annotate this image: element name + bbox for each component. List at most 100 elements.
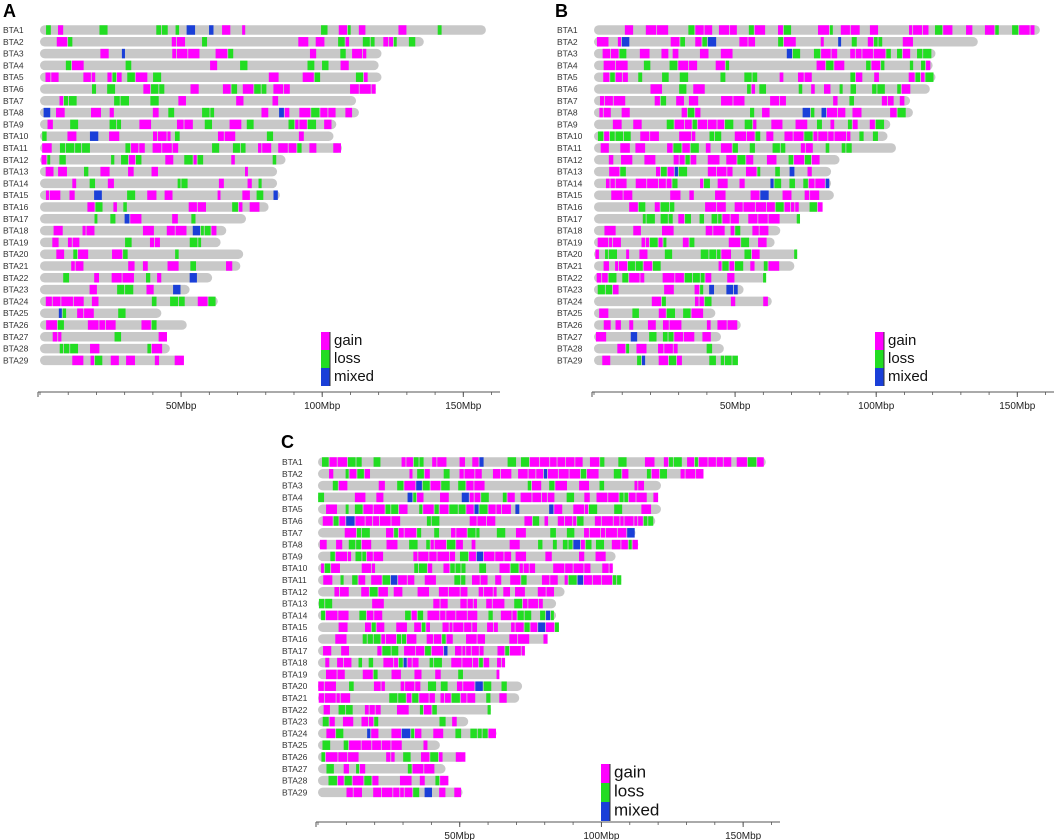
cnv-region-gain <box>821 48 831 59</box>
cnv-region-gain <box>424 575 436 585</box>
cnv-region-gain <box>855 48 862 59</box>
cnv-region-gain <box>609 166 620 177</box>
cnv-region-loss <box>318 492 325 503</box>
chromosome-row-bta27: BTA27 <box>557 332 721 342</box>
cnv-region-gain <box>658 308 666 318</box>
cnv-region-loss <box>345 469 349 479</box>
cnv-region-gain <box>603 60 616 71</box>
cnv-region-gain <box>673 155 679 165</box>
cnv-region-gain <box>320 107 328 118</box>
cnv-region-gain <box>647 178 659 189</box>
cnv-region-loss <box>595 539 605 550</box>
chromosome-row-bta16: BTA16 <box>3 202 269 212</box>
cnv-region-gain <box>830 119 835 130</box>
cnv-region-gain <box>615 320 621 330</box>
chromosome-row-bta17: BTA17 <box>3 214 247 224</box>
cnv-region-loss <box>385 504 391 514</box>
cnv-region-loss <box>668 332 674 342</box>
cnv-region-gain <box>654 202 660 212</box>
cnv-region-gain <box>433 598 440 609</box>
cnv-region-gain <box>615 261 619 271</box>
cnv-region-gain <box>122 273 134 283</box>
cnv-region-gain <box>736 457 747 467</box>
cnv-region-gain <box>328 107 336 118</box>
cnv-region-gain <box>325 669 337 680</box>
cnv-region-loss <box>507 457 517 467</box>
cnv-region-gain <box>643 261 653 271</box>
chromosome-row-bta20: BTA20 <box>282 681 523 691</box>
cnv-region-loss <box>355 72 364 82</box>
cnv-region-gain <box>691 308 704 318</box>
cnv-region-loss <box>752 72 758 82</box>
cnv-region-gain <box>621 107 630 118</box>
cnv-region-loss <box>874 37 878 47</box>
cnv-region-loss <box>580 469 587 479</box>
cnv-region-loss <box>605 284 613 295</box>
cnv-region-mixed <box>821 107 827 118</box>
cnv-region-gain <box>524 516 532 526</box>
chromosome-label: BTA19 <box>282 669 308 679</box>
cnv-region-gain <box>808 178 815 189</box>
cnv-region-gain <box>664 284 674 295</box>
cnv-region-gain <box>758 214 768 224</box>
cnv-region-loss <box>434 528 440 538</box>
cnv-region-gain <box>717 202 726 212</box>
cnv-region-gain <box>753 119 757 130</box>
chromosome-row-bta1: BTA1 <box>282 457 766 467</box>
cnv-region-gain <box>429 551 437 562</box>
cnv-region-loss <box>479 563 487 573</box>
cnv-region-gain <box>337 775 344 786</box>
cnv-region-gain <box>645 25 657 35</box>
cnv-region-gain <box>467 610 478 621</box>
cnv-region-loss <box>345 504 349 514</box>
cnv-region-loss <box>672 178 678 189</box>
chromosome-label: BTA25 <box>282 740 308 750</box>
chromosome-row-bta29: BTA29 <box>282 787 463 797</box>
cnv-region-gain <box>705 273 712 283</box>
cnv-region-gain <box>430 480 441 491</box>
cnv-region-gain <box>612 284 619 295</box>
cnv-region-gain <box>299 119 307 130</box>
cnv-region-gain <box>512 610 517 621</box>
cnv-region-loss <box>324 563 331 573</box>
chromosome-label: BTA11 <box>3 143 28 153</box>
cnv-region-loss <box>373 457 381 467</box>
cnv-region-gain <box>766 155 777 165</box>
cnv-region-gain <box>378 587 388 597</box>
cnv-region-mixed <box>538 622 546 632</box>
legend-mixed-swatch <box>875 368 884 386</box>
cnv-region-gain <box>329 457 337 467</box>
chromosome-row-bta3: BTA3 <box>282 481 661 491</box>
cnv-region-loss <box>197 155 204 165</box>
chromosome-row-bta19: BTA19 <box>282 669 500 680</box>
cnv-region-gain <box>87 202 95 212</box>
chromosome-row-bta24: BTA24 <box>282 728 497 738</box>
cnv-region-gain <box>874 72 879 82</box>
cnv-region-gain <box>639 249 648 259</box>
cnv-region-gain <box>84 308 94 318</box>
cnv-region-mixed <box>802 107 811 118</box>
cnv-region-gain <box>412 657 419 668</box>
chromosome-row-bta11: BTA11 <box>282 575 622 585</box>
cnv-region-loss <box>62 308 67 318</box>
cnv-region-gain <box>456 539 463 550</box>
cnv-region-gain <box>154 237 160 248</box>
cnv-region-gain <box>71 261 75 271</box>
chromosome-bar <box>40 84 376 94</box>
cnv-region-mixed <box>733 284 738 295</box>
cnv-region-gain <box>318 693 324 703</box>
cnv-region-gain <box>376 622 385 632</box>
legend-loss-swatch <box>321 350 330 368</box>
chromosome-label: BTA3 <box>557 49 578 59</box>
cnv-region-gain <box>411 610 417 621</box>
cnv-region-loss <box>803 178 808 189</box>
cnv-region-gain <box>449 622 453 632</box>
cnv-region-gain <box>373 787 382 798</box>
cnv-region-loss <box>421 622 426 632</box>
cnv-region-loss <box>706 343 713 354</box>
cnv-region-gain <box>695 107 701 118</box>
cnv-region-gain <box>404 528 417 538</box>
cnv-region-loss <box>482 728 488 739</box>
cnv-region-gain <box>444 693 451 703</box>
cnv-region-gain <box>247 178 252 189</box>
